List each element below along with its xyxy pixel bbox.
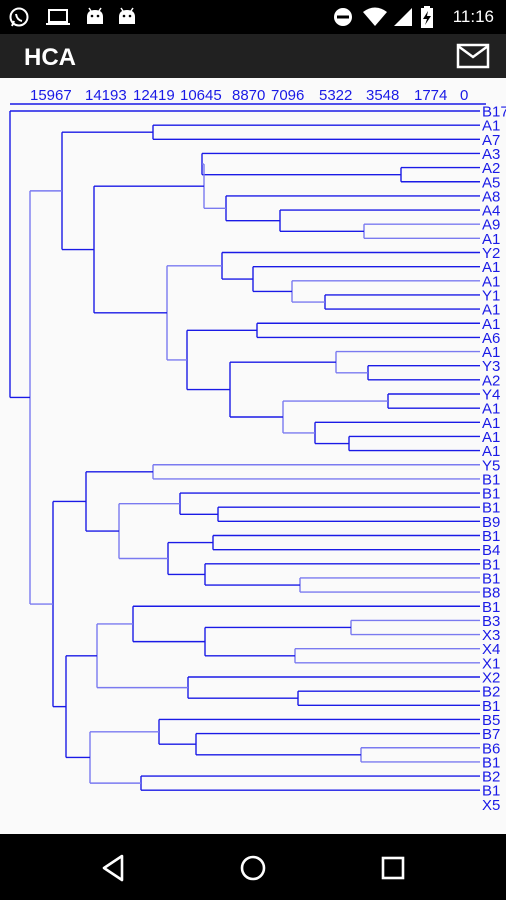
leaf-label: B8 [482,585,500,602]
leaf-label: A1 [482,316,500,333]
axis-tick-label: 7096 [271,87,304,104]
axis-tick-label: 0 [460,87,468,104]
axis-tick-label: 8870 [232,87,265,104]
leaf-label: Y5 [482,457,500,474]
leaf-label: A8 [482,188,500,205]
leaf-label: B5 [482,712,500,729]
leaf-label: B1 [482,486,500,503]
leaf-label: A1 [482,415,500,432]
cellular-signal-icon [394,8,412,26]
app-bar: HCA [0,34,506,78]
leaf-label: X5 [482,797,500,814]
leaf-label: A1 [482,259,500,276]
leaf-label: B1 [482,599,500,616]
leaf-label: A4 [482,203,500,220]
leaf-label: B1 [482,698,500,715]
recents-square-icon[interactable] [373,848,413,888]
mail-icon[interactable] [456,43,490,69]
android-icon [119,7,135,24]
leaf-label: A1 [482,273,500,290]
leaf-label: A1 [482,429,500,446]
leaf-label: A2 [482,160,500,177]
app-title: HCA [24,44,76,71]
leaf-label: Y1 [482,287,500,304]
leaf-label: Y4 [482,387,500,404]
leaf-label: B3 [482,613,500,630]
back-triangle-icon[interactable] [94,848,134,888]
axis-tick-label: 5322 [319,87,352,104]
wifi-icon [363,7,387,26]
leaf-label: A6 [482,330,500,347]
leaf-label: A9 [482,217,500,234]
leaf-label: B2 [482,684,500,701]
navigation-bar [0,834,506,900]
axis-tick-label: 12419 [133,87,175,104]
leaf-label: B1 [482,471,500,488]
leaf-label: A2 [482,372,500,389]
axis-tick-label: 3548 [366,87,399,104]
leaf-label: B1 [482,500,500,517]
leaf-label: X2 [482,670,500,687]
leaf-label: X1 [482,655,500,672]
leaf-label: A1 [482,344,500,361]
android-icon [87,7,103,24]
leaf-label: B7 [482,726,500,743]
dendrogram-chart[interactable]: 15967 14193 12419 10645 8870 7096 5322 3548 1774… [0,78,506,834]
status-bar: 11:16 [0,0,506,34]
battery-charging-icon [421,6,433,28]
leaf-label: B17 [482,104,506,121]
leaf-label: B1 [482,528,500,545]
leaf-label: B1 [482,556,500,573]
leaf-label: A1 [482,401,500,418]
leaf-label: B4 [482,542,500,559]
leaf-label: A1 [482,443,500,460]
leaf-label: B1 [482,783,500,800]
axis-tick-label: 14193 [85,87,127,104]
leaf-label: B9 [482,514,500,531]
leaf-label: A5 [482,174,500,191]
whatsapp-icon [9,7,29,27]
leaf-label: A7 [482,132,500,149]
axis-tick-label: 10645 [180,87,222,104]
leaf-label: A1 [482,302,500,319]
do-not-disturb-icon [334,8,352,26]
home-circle-icon[interactable] [233,848,273,888]
leaf-label: B1 [482,570,500,587]
leaf-label: X3 [482,627,500,644]
leaf-label: Y3 [482,358,500,375]
leaf-label: B2 [482,769,500,786]
leaf-label: Y2 [482,245,500,262]
leaf-label: A3 [482,146,500,163]
axis-tick-label: 15967 [30,87,72,104]
axis-tick-label: 1774 [414,87,447,104]
dendrogram-panel[interactable]: 15967 14193 12419 10645 8870 7096 5322 3548 1774… [0,78,506,834]
laptop-icon [46,9,70,25]
leaf-label: A1 [482,231,500,248]
leaf-label: A1 [482,118,500,135]
leaf-label: B6 [482,740,500,757]
leaf-label: B1 [482,754,500,771]
status-time: 11:16 [452,7,494,26]
leaf-label: X4 [482,641,500,658]
